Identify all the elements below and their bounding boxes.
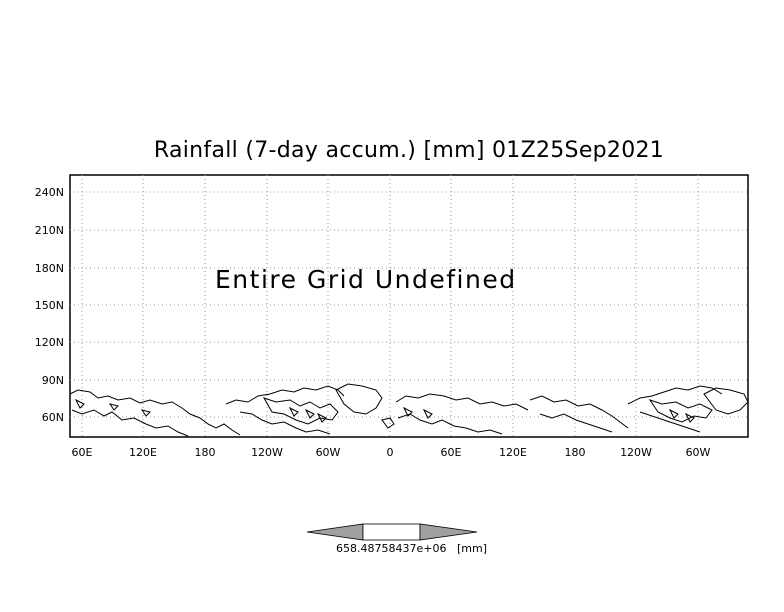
lon-tick-label: 120W bbox=[251, 446, 283, 459]
colorbar-unit-label: [mm] bbox=[457, 542, 488, 555]
lon-tick-label: 0 bbox=[387, 446, 394, 459]
longitude-tick-labels: 60E 120E 180 120W 60W 0 60E 120E 180 120W 60W bbox=[72, 446, 711, 459]
gridlines bbox=[70, 175, 748, 437]
lon-tick-label: 60W bbox=[316, 446, 341, 459]
lon-tick-label: 120E bbox=[129, 446, 157, 459]
lon-tick-label: 120W bbox=[620, 446, 652, 459]
lon-tick-label: 60E bbox=[72, 446, 93, 459]
colorbar-left-arrow bbox=[306, 523, 364, 541]
lon-tick-label: 180 bbox=[565, 446, 586, 459]
lat-tick-label: 60N bbox=[42, 411, 64, 424]
lat-tick-label: 120N bbox=[35, 336, 64, 349]
map-title: Rainfall (7-day accum.) [mm] 01Z25Sep202… bbox=[153, 138, 665, 163]
lat-tick-label: 180N bbox=[35, 262, 64, 275]
colorbar-value-label: 658.48758437e+06 bbox=[336, 542, 447, 555]
lon-tick-label: 180 bbox=[195, 446, 216, 459]
colorbar-box bbox=[362, 523, 421, 541]
lat-tick-label: 210N bbox=[35, 224, 64, 237]
undefined-grid-message: Entire Grid Undefined bbox=[215, 265, 517, 294]
map-frame bbox=[69, 174, 749, 438]
lon-tick-label: 120E bbox=[499, 446, 527, 459]
colorbar bbox=[306, 523, 478, 541]
colorbar-label: 658.48758437e+06 [mm] bbox=[336, 542, 487, 555]
lat-tick-label: 90N bbox=[42, 374, 64, 387]
colorbar-right-arrow bbox=[419, 523, 478, 541]
lat-tick-label: 150N bbox=[35, 299, 64, 312]
lon-tick-label: 60E bbox=[441, 446, 462, 459]
coastline-outlines bbox=[69, 383, 749, 437]
lon-tick-label: 60W bbox=[686, 446, 711, 459]
lat-tick-label: 240N bbox=[35, 186, 64, 199]
latitude-tick-labels: 240N 210N 180N 150N 120N 90N 60N bbox=[35, 186, 64, 424]
